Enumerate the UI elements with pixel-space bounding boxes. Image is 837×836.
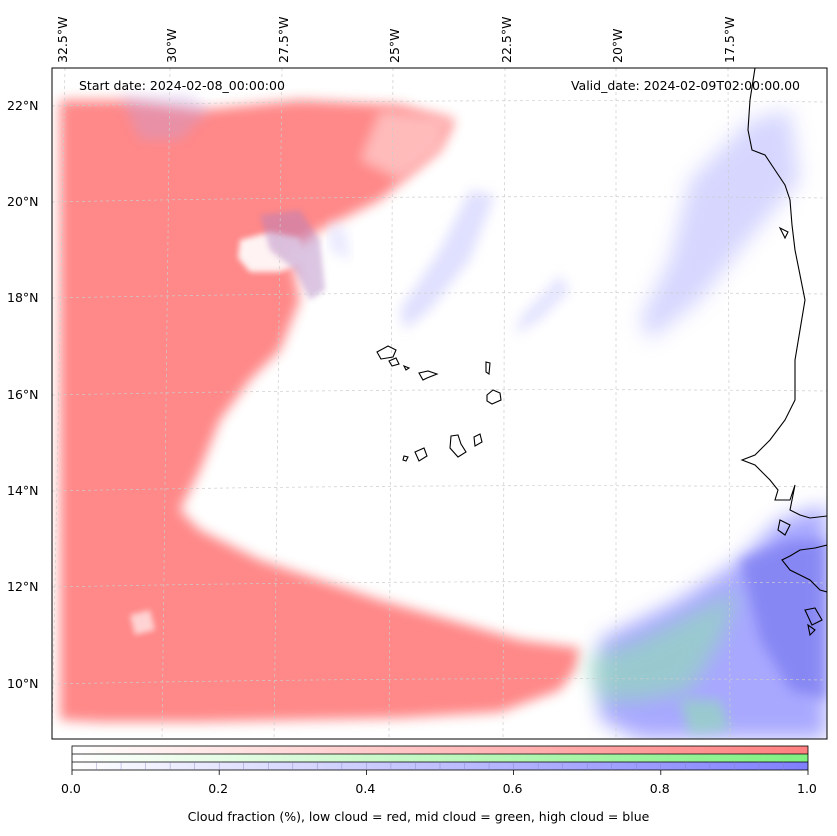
island-brava [402, 455, 409, 462]
low-cloud-light-patch [360, 110, 450, 180]
lon-label-22-5w: 22.5°W [499, 16, 514, 63]
mid-cloud-southeast [585, 590, 740, 700]
high-cloud-streak-4 [330, 222, 350, 260]
island-santiago [449, 434, 467, 458]
cape-verde-islands [376, 345, 502, 462]
valid-date-label: Valid_date: 2024-02-09T02:00:00.00 [570, 78, 800, 93]
africa-coast [740, 68, 827, 519]
start-date-label: Start date: 2024-02-08_00:00:00 [79, 78, 285, 93]
high-cloud-southeast-core [740, 540, 827, 700]
island-sao-nicolau [418, 370, 439, 381]
colorbar-tick-label: 0.2 [208, 781, 229, 796]
lon-label-25w: 25°W [387, 28, 402, 63]
high-cloud-streak-1 [400, 190, 495, 330]
colorbar-ticks [71, 762, 809, 775]
gridlines [52, 68, 827, 739]
colorbar [71, 745, 809, 775]
high-cloud-streak-3 [640, 110, 800, 340]
colorbar-tick-label: 1.0 [797, 781, 817, 796]
lat-label-14n: 14°N [7, 483, 39, 498]
overlap-patch-north [120, 95, 210, 140]
africa-coast-south [781, 544, 827, 593]
island-boa-vista [486, 389, 502, 405]
lat-label-22n: 22°N [7, 98, 39, 113]
lon-label-17-5w: 17.5°W [722, 16, 737, 63]
lon-label-20w: 20°W [610, 28, 625, 63]
lat-label-10n: 10°N [7, 676, 39, 691]
colorbar-caption: Cloud fraction (%), low cloud = red, mid… [187, 809, 650, 824]
island-santa-luzia [402, 364, 411, 371]
colorbar-tick-label: 0.0 [61, 781, 81, 796]
island-maio [473, 433, 483, 447]
island-fogo [414, 447, 428, 462]
lat-label-18n: 18°N [7, 290, 39, 305]
island-santo-antao [376, 345, 397, 360]
colorbar-low-row [72, 746, 808, 754]
low-cloud-light-patch-2 [130, 610, 155, 635]
low-cloud-west-band [60, 100, 580, 722]
colorbar-tick-label: 0.4 [355, 781, 376, 796]
lat-label-12n: 12°N [7, 579, 39, 594]
lat-label-16n: 16°N [7, 387, 39, 402]
lon-label-27-5w: 27.5°W [276, 16, 291, 63]
overlap-patch [260, 210, 325, 300]
coastlines [740, 68, 827, 637]
island-sal [485, 361, 491, 375]
colorbar-tick-label: 0.6 [502, 781, 523, 796]
island-sao-vicente [388, 357, 400, 367]
colorbar-mid-row [72, 754, 808, 762]
lat-label-20n: 20°N [7, 194, 39, 209]
mid-cloud-south-spot [680, 700, 730, 735]
high-cloud-streak-2 [515, 275, 570, 335]
lon-label-30w: 30°W [164, 28, 179, 63]
map-border [51, 67, 828, 740]
cloud-layer [60, 95, 827, 739]
lon-label-32-5w: 32.5°W [55, 16, 70, 63]
colorbar-tick-label: 0.8 [649, 781, 670, 796]
